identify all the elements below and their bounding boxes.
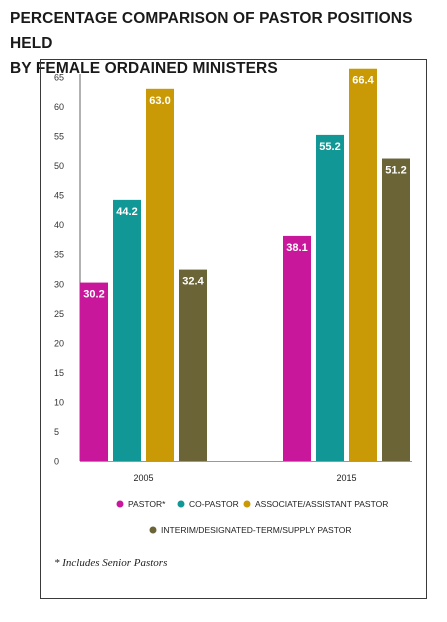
y-tick-label: 10 [54, 397, 64, 407]
bar-2005-series-1 [80, 282, 108, 461]
legend-label: PASTOR* [128, 499, 166, 509]
data-label: 38.1 [286, 242, 307, 254]
y-tick-label: 60 [54, 102, 64, 112]
y-tick-label: 15 [54, 368, 64, 378]
data-label: 30.2 [83, 289, 104, 301]
legend-marker [116, 500, 124, 508]
legend-marker [243, 500, 251, 508]
data-label: 63.0 [149, 95, 170, 107]
data-label: 44.2 [116, 206, 137, 218]
legend-marker [149, 526, 157, 534]
chart-title-line-1: PERCENTAGE COMPARISON OF PASTOR POSITION… [10, 10, 413, 52]
y-tick-label: 20 [54, 338, 64, 348]
bar-2005-series-4 [179, 269, 207, 461]
bar-2005-series-3 [146, 88, 174, 462]
bar-2015-series-4 [382, 158, 410, 461]
chart-title: PERCENTAGE COMPARISON OF PASTOR POSITION… [10, 6, 440, 81]
bar-2015-series-2 [316, 134, 344, 461]
y-tick-label: 0 [54, 457, 59, 467]
y-tick-label: 25 [54, 309, 64, 319]
data-label: 55.2 [319, 141, 340, 153]
y-tick-label: 30 [54, 279, 64, 289]
y-tick-label: 40 [54, 220, 64, 230]
chart-frame [40, 59, 427, 599]
x-tick-label: 2005 [133, 473, 153, 483]
data-label: 51.2 [385, 165, 406, 177]
bar-2005-series-2 [113, 199, 141, 461]
legend-marker [177, 500, 185, 508]
y-tick-label: 5 [54, 427, 59, 437]
bar-2015-series-1 [283, 235, 311, 461]
x-tick-label: 2015 [336, 473, 356, 483]
legend-label: INTERIM/DESIGNATED-TERM/SUPPLY PASTOR [161, 525, 352, 535]
y-tick-label: 50 [54, 161, 64, 171]
y-tick-label: 65 [54, 73, 64, 83]
chart-title-line-2: BY FEMALE ORDAINED MINISTERS [10, 60, 278, 77]
footnote: * Includes Senior Pastors [54, 557, 168, 569]
bar-2015-series-3 [349, 68, 377, 461]
y-tick-label: 35 [54, 250, 64, 260]
data-label: 32.4 [182, 276, 204, 288]
legend-label: ASSOCIATE/ASSISTANT PASTOR [255, 499, 388, 509]
y-tick-label: 45 [54, 191, 64, 201]
legend-label: CO-PASTOR [189, 499, 239, 509]
data-label: 66.4 [352, 75, 374, 87]
y-tick-label: 55 [54, 132, 64, 142]
